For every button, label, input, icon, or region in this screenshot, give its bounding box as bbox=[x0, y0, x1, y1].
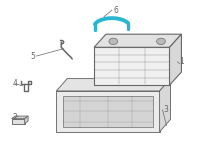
Polygon shape bbox=[94, 34, 181, 47]
Polygon shape bbox=[94, 47, 170, 85]
Circle shape bbox=[157, 38, 165, 45]
Circle shape bbox=[109, 38, 118, 45]
Polygon shape bbox=[56, 79, 171, 91]
Polygon shape bbox=[170, 34, 181, 85]
Polygon shape bbox=[63, 96, 153, 127]
Text: 1: 1 bbox=[179, 57, 184, 66]
Text: 5: 5 bbox=[31, 52, 35, 61]
Polygon shape bbox=[25, 116, 28, 124]
Polygon shape bbox=[12, 119, 25, 124]
Text: 4: 4 bbox=[13, 79, 17, 88]
Polygon shape bbox=[56, 91, 160, 132]
Polygon shape bbox=[160, 79, 171, 132]
Text: 2: 2 bbox=[13, 113, 17, 122]
Polygon shape bbox=[12, 116, 28, 119]
Text: 3: 3 bbox=[164, 105, 168, 114]
Text: 6: 6 bbox=[114, 6, 119, 15]
